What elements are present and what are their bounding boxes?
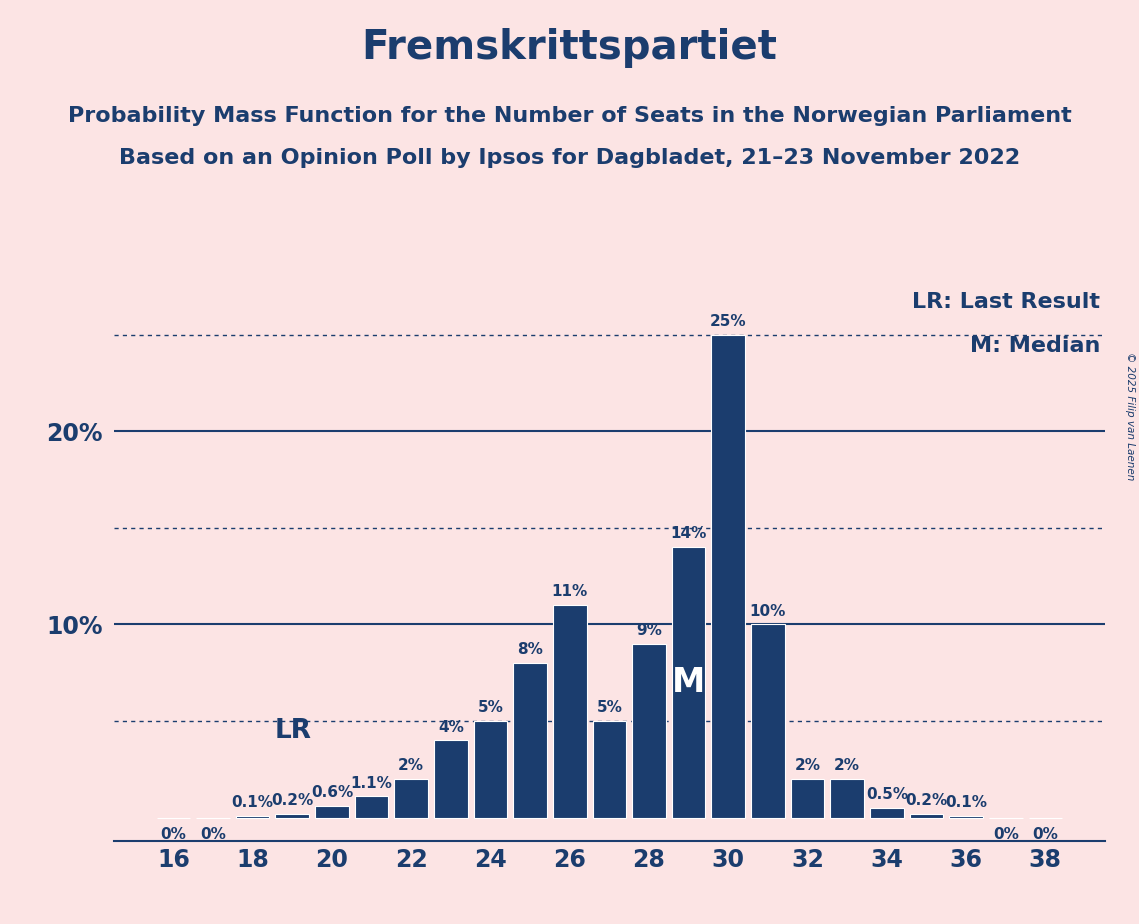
Text: M: Median: M: Median bbox=[969, 336, 1100, 357]
Bar bbox=[354, 796, 388, 818]
Text: 0.1%: 0.1% bbox=[231, 795, 273, 810]
Bar bbox=[790, 779, 825, 818]
Bar bbox=[910, 814, 943, 818]
Text: 0.2%: 0.2% bbox=[906, 793, 948, 808]
Text: 14%: 14% bbox=[671, 527, 707, 541]
Text: Fremskrittspartiet: Fremskrittspartiet bbox=[361, 28, 778, 67]
Text: Based on an Opinion Poll by Ipsos for Dagbladet, 21–23 November 2022: Based on an Opinion Poll by Ipsos for Da… bbox=[118, 148, 1021, 168]
Bar bbox=[632, 644, 666, 818]
Text: 0.6%: 0.6% bbox=[311, 785, 353, 800]
Text: 0%: 0% bbox=[200, 827, 226, 843]
Text: 0%: 0% bbox=[993, 827, 1018, 843]
Bar bbox=[514, 663, 547, 818]
Text: 2%: 2% bbox=[399, 759, 424, 773]
Text: 2%: 2% bbox=[795, 759, 820, 773]
Bar bbox=[751, 625, 785, 818]
Text: 5%: 5% bbox=[597, 700, 622, 715]
Text: 9%: 9% bbox=[636, 623, 662, 638]
Text: 5%: 5% bbox=[477, 700, 503, 715]
Bar bbox=[592, 721, 626, 818]
Text: 25%: 25% bbox=[710, 314, 746, 329]
Bar bbox=[434, 740, 468, 818]
Text: 11%: 11% bbox=[551, 584, 588, 600]
Text: M: M bbox=[672, 666, 705, 699]
Bar bbox=[552, 605, 587, 818]
Bar bbox=[870, 808, 903, 818]
Text: 10%: 10% bbox=[749, 603, 786, 619]
Bar bbox=[949, 816, 983, 818]
Bar bbox=[712, 334, 745, 818]
Bar bbox=[276, 814, 309, 818]
Text: LR: LR bbox=[276, 718, 312, 744]
Text: 0%: 0% bbox=[161, 827, 187, 843]
Text: 0%: 0% bbox=[1032, 827, 1058, 843]
Bar bbox=[316, 806, 349, 818]
Bar bbox=[672, 547, 705, 818]
Text: 0.1%: 0.1% bbox=[945, 795, 988, 810]
Bar bbox=[474, 721, 507, 818]
Text: © 2025 Filip van Laenen: © 2025 Filip van Laenen bbox=[1125, 352, 1134, 480]
Text: 0.5%: 0.5% bbox=[866, 787, 908, 802]
Bar bbox=[236, 816, 270, 818]
Text: Probability Mass Function for the Number of Seats in the Norwegian Parliament: Probability Mass Function for the Number… bbox=[67, 106, 1072, 127]
Bar bbox=[394, 779, 428, 818]
Text: 4%: 4% bbox=[437, 720, 464, 735]
Text: 2%: 2% bbox=[834, 759, 860, 773]
Text: 0.2%: 0.2% bbox=[271, 793, 313, 808]
Text: 1.1%: 1.1% bbox=[351, 775, 393, 791]
Bar bbox=[830, 779, 865, 818]
Text: 8%: 8% bbox=[517, 642, 543, 657]
Text: LR: Last Result: LR: Last Result bbox=[912, 292, 1100, 312]
